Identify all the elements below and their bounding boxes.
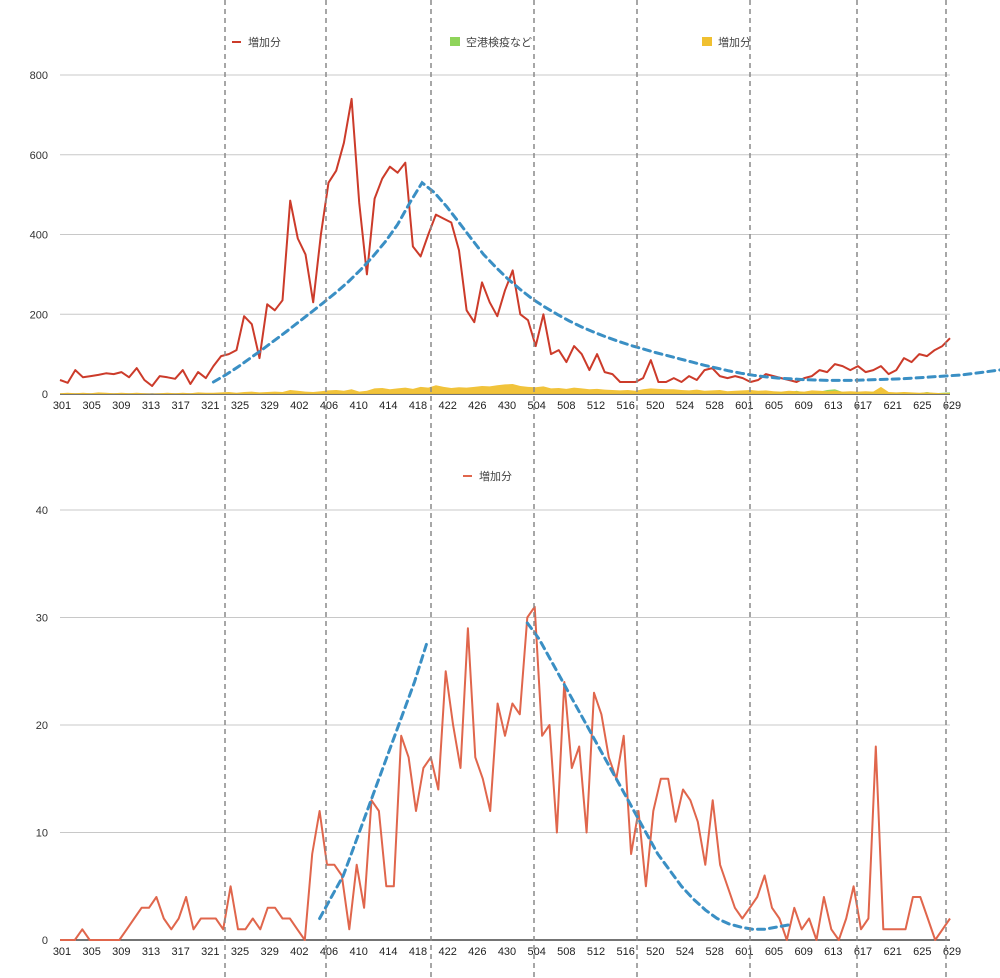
x-tick-label: 613 (824, 400, 842, 412)
x-tick-label: 621 (883, 400, 901, 412)
x-tick-label: 329 (260, 400, 278, 412)
y-tick-label: 200 (30, 309, 48, 321)
x-tick-label: 317 (171, 946, 189, 958)
x-tick-label: 325 (231, 400, 249, 412)
x-tick-label: 418 (409, 946, 427, 958)
x-tick-label: 317 (171, 400, 189, 412)
x-tick-label: 617 (854, 946, 872, 958)
y-tick-label: 0 (42, 389, 48, 401)
y-tick-label: 0 (42, 935, 48, 947)
x-tick-label: 406 (320, 400, 338, 412)
x-tick-label: 402 (290, 400, 308, 412)
x-tick-label: 410 (349, 946, 367, 958)
x-tick-label: 313 (142, 946, 160, 958)
x-tick-label: 625 (913, 946, 931, 958)
x-tick-label: 422 (438, 946, 456, 958)
x-tick-label: 625 (913, 400, 931, 412)
legend-square-marker (450, 37, 460, 46)
x-tick-label: 605 (765, 946, 783, 958)
x-tick-label: 601 (735, 400, 753, 412)
x-tick-label: 329 (260, 946, 278, 958)
legend-label: 空港検疫など (466, 35, 532, 49)
x-tick-label: 512 (587, 400, 605, 412)
area-series (60, 384, 950, 394)
vertical-reference-lines (224, 0, 947, 978)
y-tick-label: 400 (30, 230, 48, 242)
y-tick-label: 30 (36, 613, 48, 625)
bottom-chart: 0 10 20 30 40 301 305 309 313 317 321 325 329 402 406 4… (36, 470, 961, 958)
x-tick-label: 629 (943, 946, 961, 958)
y-tick-label: 600 (30, 150, 48, 162)
x-tick-label: 410 (349, 400, 367, 412)
x-tick-label: 516 (616, 946, 634, 958)
x-tick-label: 524 (676, 946, 694, 958)
x-tick-label: 402 (290, 946, 308, 958)
x-tick-label: 601 (735, 946, 753, 958)
x-tick-label: 305 (82, 946, 100, 958)
x-tick-label: 301 (53, 400, 71, 412)
x-tick-label: 504 (527, 400, 545, 412)
x-tick-label: 528 (705, 946, 723, 958)
legend-label: 増加分 (248, 36, 281, 49)
x-tick-label: 605 (765, 400, 783, 412)
x-tick-label: 414 (379, 400, 397, 412)
line-series (60, 605, 951, 941)
x-tick-label: 418 (409, 400, 427, 412)
top-chart: 0 200 400 600 800 301 305 309 313 317 321 325 329 402… (30, 35, 1000, 412)
x-tick-label: 528 (705, 400, 723, 412)
x-tick-label: 617 (854, 400, 872, 412)
x-tick-label: 301 (53, 946, 71, 958)
x-tick-label: 508 (557, 946, 575, 958)
legend-label: 増加分 (479, 470, 512, 483)
y-tick-label: 40 (36, 505, 48, 517)
x-tick-label: 321 (201, 946, 219, 958)
trend-line (211, 180, 1000, 384)
x-tick-label: 516 (616, 400, 634, 412)
x-tick-label: 609 (794, 946, 812, 958)
x-tick-label: 321 (201, 400, 219, 412)
line-series (59, 97, 951, 387)
x-tick-label: 520 (646, 946, 664, 958)
x-tick-label: 512 (587, 946, 605, 958)
x-tick-label: 309 (112, 946, 130, 958)
x-tick-label: 621 (883, 946, 901, 958)
x-tick-label: 325 (231, 946, 249, 958)
x-tick-label: 414 (379, 946, 397, 958)
x-tick-label: 508 (557, 400, 575, 412)
x-tick-label: 629 (943, 400, 961, 412)
x-tick-label: 309 (112, 400, 130, 412)
x-tick-label: 430 (498, 400, 516, 412)
legend-label: 増加分 (718, 36, 751, 49)
x-tick-label: 305 (82, 400, 100, 412)
x-tick-label: 313 (142, 400, 160, 412)
x-tick-label: 426 (468, 946, 486, 958)
x-tick-label: 520 (646, 400, 664, 412)
x-tick-label: 430 (498, 946, 516, 958)
x-tick-label: 426 (468, 400, 486, 412)
y-tick-label: 20 (36, 720, 48, 732)
y-tick-label: 10 (36, 828, 48, 840)
legend-square-marker (702, 37, 712, 46)
x-tick-label: 406 (320, 946, 338, 958)
x-tick-label: 613 (824, 946, 842, 958)
trend-line (525, 621, 790, 931)
x-tick-label: 524 (676, 400, 694, 412)
x-tick-label: 609 (794, 400, 812, 412)
y-tick-label: 800 (30, 70, 48, 82)
x-tick-label: 422 (438, 400, 456, 412)
x-tick-label: 504 (527, 946, 545, 958)
trend-line (318, 642, 428, 920)
